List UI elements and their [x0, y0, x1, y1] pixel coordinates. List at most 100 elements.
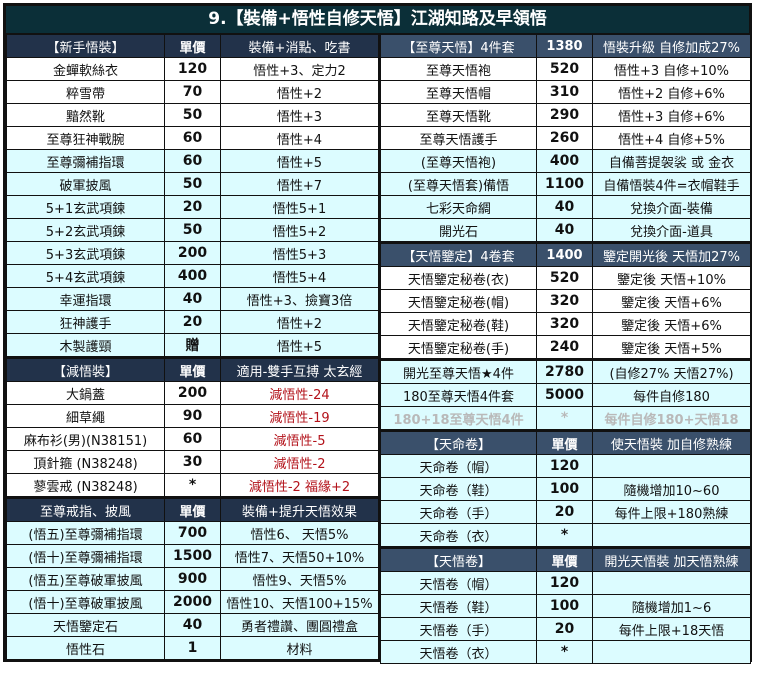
item-name: 開光石 [380, 218, 537, 243]
item-price: * [536, 640, 593, 664]
item-price: 贈 [164, 333, 221, 358]
table-row: 至尊彌補指環 60 悟性+5 [6, 149, 379, 173]
item-name: (悟五)至尊彌補指環 [6, 521, 165, 545]
item-effect: 悟性+2 [220, 80, 379, 104]
table-row: 天命卷（帽） 120 [380, 454, 751, 478]
item-price: 40 [536, 218, 593, 243]
item-effect: 兌換介面-裝備 [592, 195, 751, 219]
item-effect: 悟性+4 [220, 126, 379, 150]
item-price: 320 [536, 289, 593, 313]
item-price: 120 [536, 454, 593, 478]
table-row: 七彩天命綢 40 兌換介面-裝備 [380, 195, 751, 219]
item-effect: 悟性+3 [220, 103, 379, 127]
item-effect: 減悟性-2 [220, 450, 379, 474]
table-row: 蓼雲戒 (N38248) * 減悟性-2 福緣+2 [6, 473, 379, 498]
item-name: (悟五)至尊破軍披風 [6, 567, 165, 591]
item-effect: 悟性5+3 [220, 241, 379, 265]
item-price: 40 [164, 613, 221, 637]
item-effect: 悟性+2 [220, 310, 379, 334]
item-effect: 鑒定後 天悟+6% [592, 289, 751, 313]
item-price: 50 [164, 172, 221, 196]
item-name: 180+18至尊天悟4件 [380, 406, 537, 431]
table-row: 5+3玄武項鍊 200 悟性5+3 [6, 241, 379, 265]
header-price: 1400 [536, 241, 593, 267]
header-item: 【新手悟裝】 [6, 34, 165, 58]
table-row: 天命卷（衣） * [380, 523, 751, 548]
item-name: 破軍披風 [6, 172, 165, 196]
item-effect: 悟性6、 天悟5% [220, 521, 379, 545]
item-effect: 隨機增加10~60 [592, 477, 751, 501]
item-name: 天悟鑒定秘卷(手) [380, 335, 537, 360]
item-effect: 勇者禮讚、團圓禮盒 [220, 613, 379, 637]
item-price: 60 [164, 149, 221, 173]
item-effect [592, 571, 751, 595]
item-name: 5+4玄武項鍊 [6, 264, 165, 288]
table-row: (悟五)至尊彌補指環 700 悟性6、 天悟5% [6, 521, 379, 545]
table-row: 180至尊天悟4件套 5000 每件自修180 [380, 383, 751, 407]
table-row: 幸運指環 40 悟性+3、撿寶3倍 [6, 287, 379, 311]
item-effect: 每件上限+180熟練 [592, 500, 751, 524]
item-name: 麻布衫(男)(N38151) [6, 427, 165, 451]
header-item: 【天悟卷】 [380, 546, 537, 572]
item-price: * [536, 406, 593, 431]
section-header: 【新手悟裝】 單價 裝備+消點、吃書 [6, 34, 379, 58]
item-effect: 減悟性-24 [220, 381, 379, 405]
item-name: 天悟鑒定秘卷(帽) [380, 289, 537, 313]
item-price: 90 [164, 404, 221, 428]
item-price: 260 [536, 126, 593, 150]
left-table: 【新手悟裝】 單價 裝備+消點、吃書 金蟬軟絲衣 120 悟性+3、定力2 粹雪帶 70 悟性+… [6, 34, 379, 660]
item-price: 1100 [536, 172, 593, 196]
table-row: 木製護頸贈悟性+5 [6, 333, 379, 358]
header-price: 1380 [536, 34, 593, 58]
table-row: 天命卷（鞋） 100 隨機增加10~60 [380, 477, 751, 501]
table-row: 天悟鑒定秘卷(鞋) 320 鑒定後 天悟+6% [380, 312, 751, 336]
item-price: 700 [164, 521, 221, 545]
item-effect: 悟性+7 [220, 172, 379, 196]
item-name: 至尊天悟袍 [380, 57, 537, 81]
item-price: 520 [536, 266, 593, 290]
item-price: 20 [536, 617, 593, 641]
header-effect: 裝備+提升天悟效果 [220, 496, 379, 522]
price-sheet: 9.【裝備+悟性自修天悟】江湖知路及早領悟 【新手悟裝】 單價 裝備+消點、吃書 金蟬… [3, 3, 752, 664]
item-effect: 悟性5+1 [220, 195, 379, 219]
item-effect: 悟性+3 自修+6% [592, 103, 751, 127]
section-header: 【至尊天悟】4件套 1380 悟裝升級 自修加成27% [380, 34, 751, 58]
table-row: 細草繩 90 減悟性-19 [6, 404, 379, 428]
table-row: 至尊天悟護手 260 悟性+4 自修+5% [380, 126, 751, 150]
item-effect: 悟性5+4 [220, 264, 379, 288]
table-row: 天悟鑒定秘卷(衣) 520 鑒定後 天悟+10% [380, 266, 751, 290]
table-row: 狂神護手 20 悟性+2 [6, 310, 379, 334]
section-header: 至尊戒指、披風 單價 裝備+提升天悟效果 [6, 496, 379, 522]
item-effect: 鑒定後 天悟+5% [592, 335, 751, 360]
item-name: 5+3玄武項鍊 [6, 241, 165, 265]
item-effect: 悟性+5 [220, 149, 379, 173]
table-row: 大鍋蓋 200 減悟性-24 [6, 381, 379, 405]
item-name: 天悟鑒定秘卷(鞋) [380, 312, 537, 336]
item-name: 開光至尊天悟★4件 [380, 358, 537, 384]
item-price: 50 [164, 218, 221, 242]
item-effect: 自備菩提袈裟 或 金衣 [592, 149, 751, 173]
item-price: 200 [164, 381, 221, 405]
header-effect: 裝備+消點、吃書 [220, 34, 379, 58]
item-name: 木製護頸 [6, 333, 165, 358]
table-row: 至尊天悟袍 520 悟性+3 自修+10% [380, 57, 751, 81]
item-name: 細草繩 [6, 404, 165, 428]
item-name: 至尊彌補指環 [6, 149, 165, 173]
item-price: 400 [536, 149, 593, 173]
table-row: 開光至尊天悟★4件 2780 (自修27% 天悟27%) [380, 358, 751, 384]
table-row: 天悟鑒定石 40 勇者禮讚、團圓禮盒 [6, 613, 379, 637]
item-price: 1500 [164, 544, 221, 568]
header-effect: 使天悟裝 加自修熟練 [592, 429, 751, 455]
item-price: 70 [164, 80, 221, 104]
item-effect: 每件上限+18天悟 [592, 617, 751, 641]
table-row: 5+4玄武項鍊 400 悟性5+4 [6, 264, 379, 288]
table-row: 至尊天悟靴 290 悟性+3 自修+6% [380, 103, 751, 127]
item-name: 天悟鑒定秘卷(衣) [380, 266, 537, 290]
item-price: * [164, 473, 221, 498]
header-effect: 開光天悟裝 加天悟熟練 [592, 546, 751, 572]
item-name: (至尊天悟套)備悟 [380, 172, 537, 196]
table-row: 頂針箍 (N38248) 30 減悟性-2 [6, 450, 379, 474]
item-price: 20 [164, 310, 221, 334]
item-effect: 悟性9、天悟5% [220, 567, 379, 591]
header-item: 【天悟鑒定】4卷套 [380, 241, 537, 267]
